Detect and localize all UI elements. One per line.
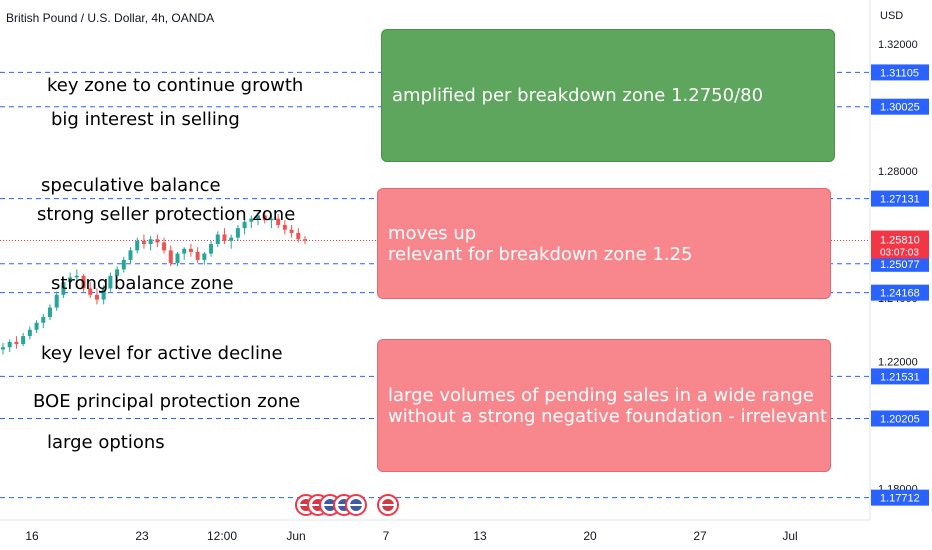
time-tick-label: 12:00 (207, 529, 237, 543)
candle-body (209, 244, 214, 254)
red-box-2-line-2: without a strong negative foundation - i… (388, 405, 828, 427)
candle-body (47, 307, 52, 318)
candle-body (21, 336, 26, 345)
candle-body (168, 250, 173, 264)
note-key-level: key level for active decline (41, 343, 283, 364)
level-tag (871, 284, 929, 301)
candle-body (182, 248, 187, 254)
price-tick-label: 1.32000 (878, 39, 918, 51)
level-tag (871, 255, 929, 272)
candle-body (229, 237, 234, 241)
candle-body (34, 322, 39, 330)
candle-body (94, 294, 99, 300)
candle-body (235, 228, 240, 238)
time-tick-label: 7 (383, 529, 390, 543)
candle-body (68, 277, 73, 283)
red-box-1-line-1: moves up (388, 222, 477, 244)
level-tag-label: 1.21531 (880, 371, 920, 383)
gb-flag-icon[interactable] (377, 494, 399, 516)
candle-body (41, 317, 46, 323)
time-tick-label: 23 (135, 529, 149, 543)
current-price-tag (871, 230, 929, 259)
candle-body (115, 269, 120, 276)
level-tag-label: 1.17712 (880, 493, 920, 505)
candle-body (289, 229, 294, 233)
us-flag-icon[interactable] (345, 494, 367, 516)
level-tag-label: 1.25077 (880, 259, 920, 271)
price-tick-label: 1.28000 (878, 166, 918, 178)
candle-body (108, 275, 113, 289)
candle-body (215, 234, 220, 245)
candle-body (121, 259, 126, 270)
candle-body (148, 239, 153, 245)
candle-body (14, 341, 19, 345)
candle-body (296, 232, 301, 240)
time-tick-label: Jul (782, 529, 797, 543)
note-boe-zone: BOE principal protection zone (33, 391, 301, 412)
candle-body (155, 239, 160, 243)
countdown-value: 03:07:03 (880, 248, 919, 259)
green-box-line-1: amplified per breakdown zone 1.2750/80 (392, 85, 764, 106)
symbol-title: British Pound / U.S. Dollar, 4h, OANDA (6, 11, 215, 25)
note-speculative-balance: speculative balance (41, 175, 221, 196)
red-box-2-line-1: large volumes of pending sales in a wide… (388, 384, 814, 406)
level-tag-label: 1.30025 (880, 102, 920, 114)
level-tag-label: 1.20205 (880, 413, 920, 425)
candle-body (7, 341, 12, 348)
green-box: amplified per breakdown zone 1.2750/80 (381, 29, 835, 162)
note-key-zone: key zone to continue growth (47, 75, 304, 96)
level-tag (871, 190, 929, 207)
candle-body (88, 288, 93, 295)
red-box-2: large volumes of pending sales in a wide… (377, 339, 831, 472)
candle-body (74, 275, 79, 278)
candle-body (282, 224, 287, 230)
candle-body (162, 242, 167, 251)
red-box-1-line-2: relevant for breakdown zone 1.25 (388, 243, 693, 265)
time-tick-label: Jun (286, 529, 305, 543)
candle-body (222, 234, 227, 241)
candle-body (242, 221, 247, 229)
current-price-value: 1.25810 (880, 235, 920, 247)
candle-body (188, 248, 193, 252)
candle-body (249, 218, 254, 222)
time-tick-label: 27 (693, 529, 707, 543)
candle-body (175, 253, 180, 264)
candle-body (269, 218, 274, 221)
time-tick-label: 13 (473, 529, 487, 543)
time-tick-label: 20 (583, 529, 597, 543)
candle-body (101, 288, 106, 300)
candle-body (303, 239, 307, 241)
candle-body (256, 215, 261, 219)
candle-body (262, 215, 267, 221)
candle-body (202, 253, 207, 260)
candle-body (276, 218, 281, 225)
red-box-1: moves up relevant for breakdown zone 1.2… (377, 188, 831, 299)
level-tag-label: 1.24168 (880, 288, 920, 300)
note-large-options: large options (47, 432, 165, 453)
candle-body (81, 275, 86, 289)
level-tag (871, 410, 929, 427)
candle-body (27, 329, 32, 337)
candle-body (135, 240, 140, 251)
candle-body (195, 251, 200, 260)
note-big-interest: big interest in selling (51, 109, 240, 130)
price-tick-label: 1.22000 (878, 357, 918, 369)
level-tag (871, 489, 929, 506)
currency-label: USD (880, 10, 904, 22)
level-tag (871, 368, 929, 385)
time-tick-label: 16 (25, 529, 39, 543)
candle-body (128, 250, 133, 260)
candle-body (141, 240, 146, 245)
level-tag-label: 1.27131 (880, 194, 920, 206)
candle-body (61, 282, 66, 295)
level-tag-label: 1.31105 (880, 67, 919, 79)
candle-body (1, 347, 5, 350)
note-strong-balance: strong balance zone (51, 273, 234, 294)
level-tag (871, 98, 929, 115)
level-tag (871, 64, 929, 81)
note-strong-seller: strong seller protection zone (37, 204, 296, 225)
candle-body (54, 294, 59, 308)
